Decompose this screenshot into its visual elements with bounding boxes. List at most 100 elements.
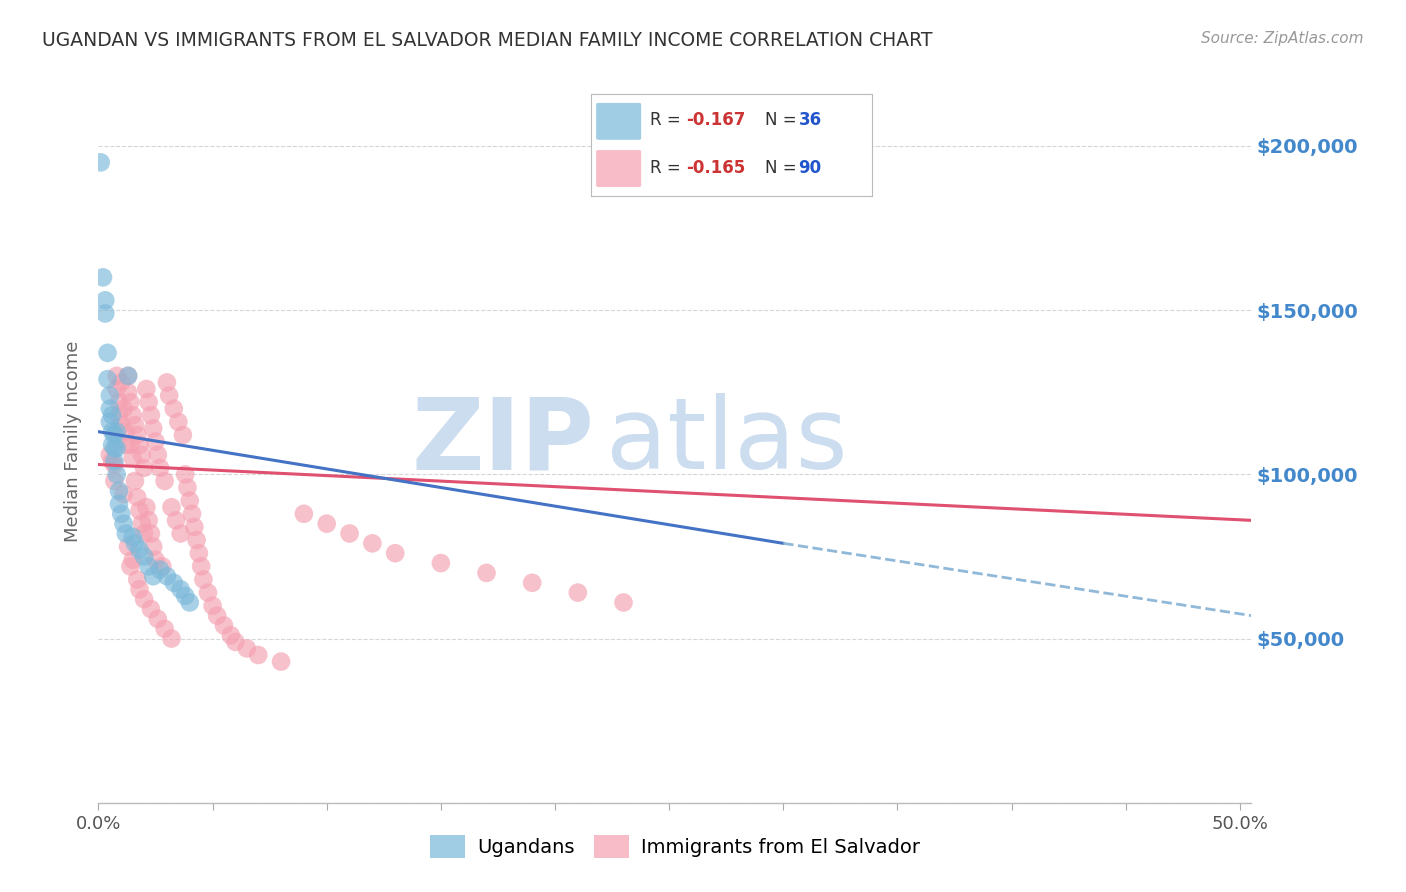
Point — [101, 454, 124, 468]
Point — [145, 434, 167, 449]
Point — [103, 441, 125, 455]
Point — [160, 500, 183, 515]
Point — [212, 618, 235, 632]
Point — [142, 421, 165, 435]
Point — [110, 418, 132, 433]
Point — [142, 540, 165, 554]
Point — [205, 608, 228, 623]
Point — [139, 409, 162, 423]
Point — [114, 425, 136, 439]
Point — [127, 573, 149, 587]
Point — [201, 599, 224, 613]
Point — [120, 559, 142, 574]
Point — [270, 655, 292, 669]
Point — [197, 585, 219, 599]
Point — [149, 563, 172, 577]
Point — [567, 585, 589, 599]
Point — [430, 556, 453, 570]
Text: atlas: atlas — [606, 393, 848, 490]
Point — [361, 536, 384, 550]
Text: N =: N = — [765, 159, 801, 177]
Point — [315, 516, 337, 531]
Point — [117, 540, 139, 554]
Point — [174, 589, 197, 603]
Point — [131, 516, 153, 531]
Point — [108, 483, 131, 498]
Point — [138, 395, 160, 409]
Text: R =: R = — [650, 159, 686, 177]
Point — [103, 474, 125, 488]
Point — [475, 566, 498, 580]
Point — [121, 450, 143, 465]
Point — [120, 438, 142, 452]
Point — [139, 602, 162, 616]
Point — [114, 438, 136, 452]
Point — [132, 526, 155, 541]
Point — [139, 526, 162, 541]
Point — [612, 595, 634, 609]
FancyBboxPatch shape — [596, 103, 641, 140]
Point — [135, 382, 157, 396]
Point — [224, 635, 246, 649]
Point — [156, 569, 179, 583]
Point — [157, 388, 180, 402]
Point — [172, 428, 194, 442]
Text: -0.165: -0.165 — [686, 159, 745, 177]
Point — [124, 474, 146, 488]
Point — [110, 376, 132, 390]
Point — [98, 415, 121, 429]
Point — [105, 425, 128, 439]
Point — [193, 573, 215, 587]
Point — [108, 395, 131, 409]
Text: 90: 90 — [799, 159, 821, 177]
Point — [163, 401, 186, 416]
Point — [146, 448, 169, 462]
Text: ZIP: ZIP — [412, 393, 595, 490]
Point — [117, 368, 139, 383]
Point — [142, 569, 165, 583]
Point — [101, 438, 124, 452]
Point — [90, 155, 112, 169]
Point — [101, 425, 124, 439]
Point — [114, 526, 136, 541]
Point — [179, 595, 201, 609]
Point — [127, 491, 149, 505]
Point — [247, 648, 270, 662]
Point — [174, 467, 197, 482]
Point — [120, 395, 142, 409]
Point — [117, 368, 139, 383]
FancyBboxPatch shape — [596, 150, 641, 187]
Point — [112, 487, 135, 501]
Point — [98, 388, 121, 402]
Point — [522, 575, 544, 590]
Point — [384, 546, 406, 560]
Point — [121, 530, 143, 544]
Point — [132, 460, 155, 475]
Point — [127, 428, 149, 442]
Point — [105, 467, 128, 482]
Point — [236, 641, 259, 656]
Point — [94, 306, 117, 320]
Point — [153, 622, 176, 636]
Point — [128, 542, 150, 557]
Point — [124, 418, 146, 433]
Point — [150, 559, 173, 574]
Y-axis label: Median Family Income: Median Family Income — [65, 341, 83, 542]
Legend: Ugandans, Immigrants from El Salvador: Ugandans, Immigrants from El Salvador — [422, 827, 928, 865]
Point — [167, 415, 190, 429]
Point — [103, 428, 125, 442]
Point — [165, 513, 187, 527]
Point — [103, 454, 125, 468]
Point — [135, 500, 157, 515]
Point — [132, 592, 155, 607]
Point — [156, 376, 179, 390]
Point — [117, 385, 139, 400]
Point — [145, 553, 167, 567]
Text: N =: N = — [765, 112, 801, 129]
Point — [169, 582, 191, 597]
Point — [339, 526, 361, 541]
Point — [146, 612, 169, 626]
Point — [110, 507, 132, 521]
Point — [292, 507, 315, 521]
Point — [128, 503, 150, 517]
